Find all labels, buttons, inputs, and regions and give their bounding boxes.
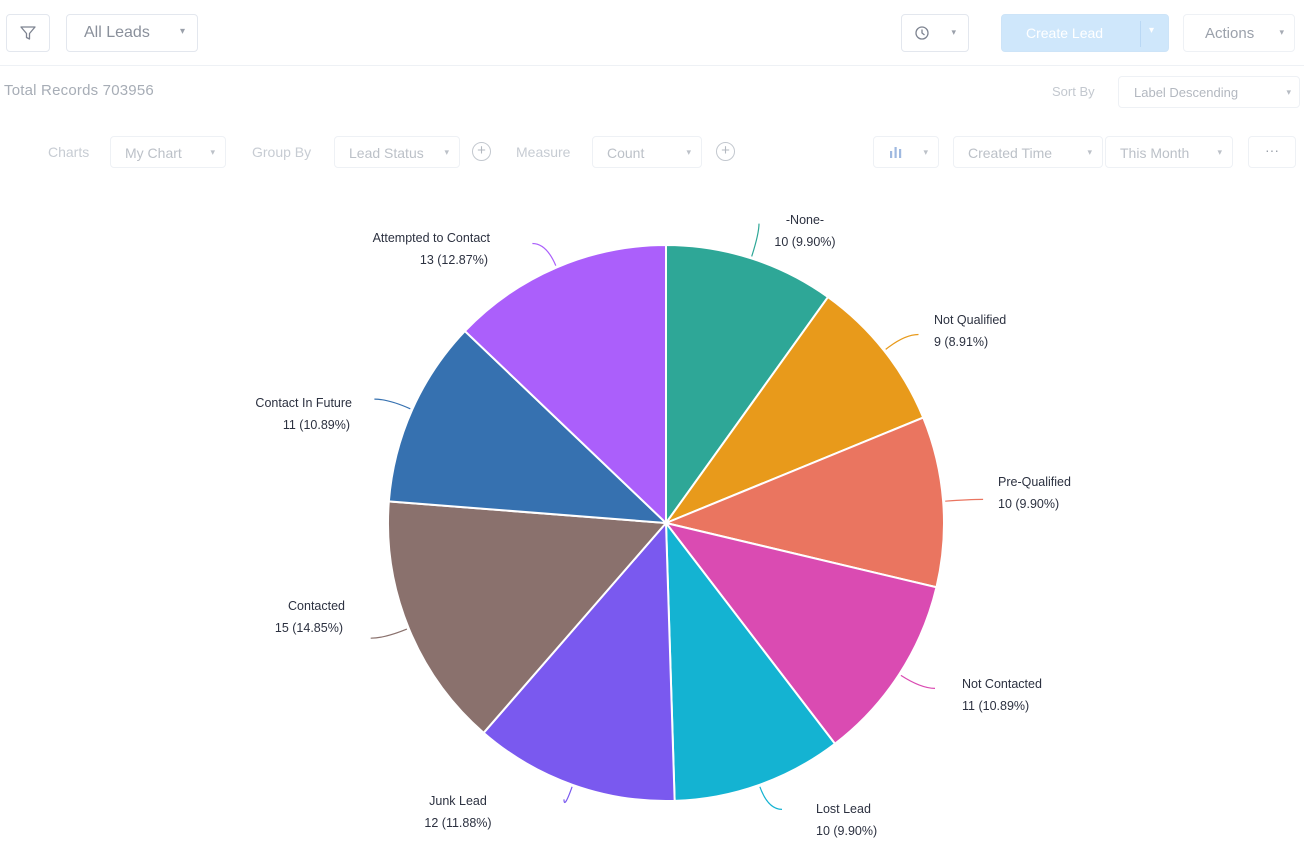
measure-label: Measure [516, 144, 571, 160]
date-range-select[interactable]: This Month ▾ [1105, 136, 1233, 168]
filter-icon [20, 26, 36, 40]
more-options-button[interactable]: ··· [1248, 136, 1296, 168]
clock-icon [915, 26, 929, 40]
chart-controls: Charts My Chart ▾ Group By Lead Status ▾… [0, 130, 1304, 174]
slice-value-label: 12 (11.88%) [424, 816, 491, 830]
button-divider [1140, 21, 1141, 47]
chart-select-value: My Chart [125, 145, 182, 161]
chevron-down-icon: ▾ [686, 147, 691, 157]
slice-value-label: 10 (9.90%) [998, 497, 1059, 511]
pie-slice-lost-lead[interactable] [664, 519, 837, 802]
sort-by-label: Sort By [1052, 84, 1095, 99]
group-by-value: Lead Status [349, 145, 424, 161]
pie-slice-attempted-to-contact[interactable] [463, 243, 667, 526]
view-selector[interactable]: All Leads ▾ [66, 14, 198, 52]
create-lead-button[interactable]: Create Lead ▾ [1001, 14, 1169, 52]
pie-slice-pre-qualified[interactable] [662, 416, 945, 589]
chevron-down-icon: ▾ [951, 27, 956, 37]
top-toolbar: All Leads ▾ ▾ Create Lead ▾ Actions ▾ [0, 0, 1304, 66]
leader-line [945, 498, 984, 502]
chart-type-select[interactable]: ▾ [873, 136, 939, 168]
pie-slice-not-contacted[interactable] [663, 521, 938, 746]
leader-line [370, 628, 408, 639]
slice-value-label: 11 (10.89%) [283, 418, 350, 432]
slice-label: Contact In Future [255, 396, 352, 410]
slice-value-label: 10 (9.90%) [774, 235, 835, 249]
measure-value: Count [607, 145, 645, 161]
total-records: Total Records 703956 [4, 82, 154, 99]
chevron-down-icon: ▾ [1087, 147, 1092, 157]
pie-labels: -None- 10 (9.90%) Not Qualified 9 (8.91%) Pr… [255, 213, 1071, 838]
leader-line [532, 242, 557, 266]
chevron-down-icon[interactable]: ▾ [1149, 25, 1155, 36]
slice-label: Contacted [288, 599, 345, 613]
chevron-down-icon: ▾ [179, 26, 185, 37]
slice-label: Lost Lead [816, 802, 871, 816]
slice-label: Pre-Qualified [998, 475, 1071, 489]
group-by-label: Group By [252, 144, 312, 160]
leader-line [751, 223, 760, 257]
time-filter-button[interactable]: ▾ [901, 14, 969, 52]
pie-slices [387, 243, 945, 802]
leader-line [759, 786, 783, 810]
charts-label: Charts [48, 144, 90, 160]
actions-label: Actions [1205, 24, 1255, 42]
create-lead-label: Create Lead [1026, 25, 1104, 41]
slice-label: -None- [786, 213, 824, 227]
pie-slice-not-qualified[interactable] [663, 295, 925, 526]
chevron-down-icon: ▾ [210, 147, 215, 157]
slice-value-label: 15 (14.85%) [275, 621, 343, 635]
measure-select[interactable]: Count ▾ [592, 136, 702, 168]
date-field-value: Created Time [968, 145, 1053, 161]
slice-value-label: 10 (9.90%) [816, 824, 877, 838]
pie-slice-contacted[interactable] [387, 500, 669, 735]
pie-slice-contact-in-future[interactable] [387, 329, 669, 525]
pie-slice-junk-lead[interactable] [482, 520, 676, 802]
leader-line [900, 674, 936, 689]
slice-value-label: 13 (12.87%) [420, 253, 488, 267]
chevron-down-icon: ▾ [1286, 87, 1291, 97]
chevron-down-icon: ▾ [444, 147, 449, 157]
leader-line [885, 333, 919, 350]
filter-button[interactable] [6, 14, 50, 52]
chevron-down-icon: ▾ [923, 147, 928, 157]
sort-by-select[interactable]: Label Descending ▾ [1118, 76, 1300, 108]
slice-label: Not Contacted [962, 677, 1042, 691]
actions-button[interactable]: Actions ▾ [1183, 14, 1295, 52]
leader-line [563, 786, 573, 803]
slice-value-label: 9 (8.91%) [934, 335, 988, 349]
slice-value-label: 11 (10.89%) [962, 699, 1029, 713]
date-field-select[interactable]: Created Time ▾ [953, 136, 1103, 168]
chevron-down-icon: ▾ [1279, 27, 1284, 37]
leader-line [374, 398, 411, 410]
slice-label: Not Qualified [934, 313, 1006, 327]
chevron-down-icon: ▾ [1217, 147, 1222, 157]
add-measure-icon[interactable]: + [716, 142, 735, 161]
bar-chart-icon [890, 147, 902, 158]
date-range-value: This Month [1120, 145, 1190, 161]
pie-leader-lines [370, 223, 984, 810]
slice-label: Attempted to Contact [373, 231, 491, 245]
sort-by-value: Label Descending [1134, 85, 1239, 100]
add-group-icon[interactable]: + [472, 142, 491, 161]
view-selector-label: All Leads [84, 24, 150, 41]
slice-label: Junk Lead [429, 794, 487, 808]
pie-slice-none[interactable] [665, 243, 830, 527]
group-by-select[interactable]: Lead Status ▾ [334, 136, 460, 168]
chart-select[interactable]: My Chart ▾ [110, 136, 226, 168]
